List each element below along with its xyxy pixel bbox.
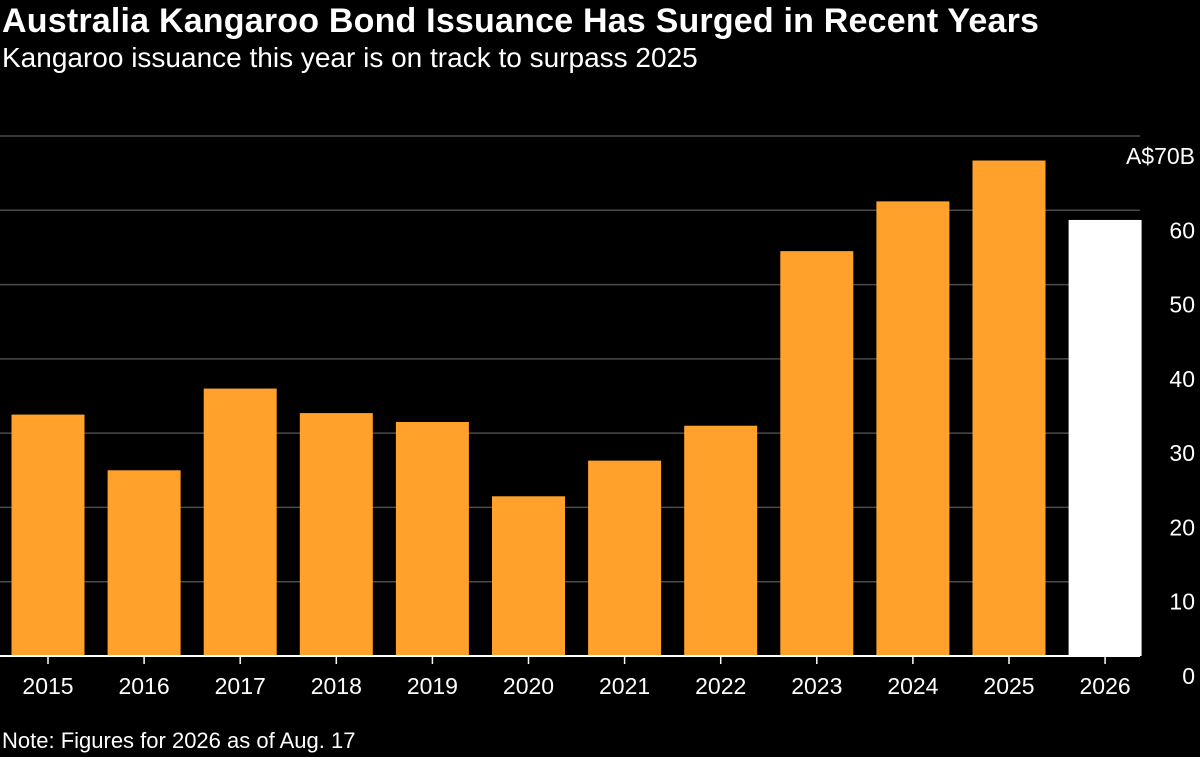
- axes: 0 10 20 30 40 50 60 A$70B 2015 2016 2017 2018 2019 20…: [0, 143, 1195, 699]
- y-tick-label: 0: [1182, 663, 1195, 689]
- y-tick-label: 30: [1169, 440, 1195, 466]
- y-tick-label: 10: [1169, 589, 1195, 615]
- bar-2025: [972, 160, 1046, 656]
- x-tick-label: 2015: [22, 673, 73, 699]
- bar-2023: [780, 251, 854, 656]
- x-tick-label: 2017: [215, 673, 266, 699]
- bars: [11, 160, 1142, 656]
- x-tick-label: 2019: [407, 673, 458, 699]
- bar-2017: [203, 388, 277, 656]
- x-tick-label: 2025: [983, 673, 1034, 699]
- x-tick-label: 2024: [887, 673, 938, 699]
- x-tick-label: 2018: [311, 673, 362, 699]
- y-tick-label: 60: [1169, 217, 1195, 243]
- y-tick-label: 50: [1169, 292, 1195, 318]
- bar-2016: [107, 470, 181, 656]
- bar-2019: [395, 422, 469, 656]
- y-tick-label: 20: [1169, 514, 1195, 540]
- x-tick-label: 2023: [791, 673, 842, 699]
- bar-2015: [11, 414, 85, 656]
- x-tick-label: 2020: [503, 673, 554, 699]
- x-tick-label: 2021: [599, 673, 650, 699]
- bar-2024: [876, 201, 950, 656]
- bar-2026: [1068, 219, 1142, 656]
- chart-subtitle: Kangaroo issuance this year is on track …: [2, 42, 698, 73]
- bar-2018: [299, 413, 373, 656]
- x-tick-label: 2016: [119, 673, 170, 699]
- bar-2022: [684, 425, 758, 656]
- y-tick-label: 40: [1169, 366, 1195, 392]
- chart-title: Australia Kangaroo Bond Issuance Has Sur…: [2, 2, 1040, 40]
- chart-note: Note: Figures for 2026 as of Aug. 17: [2, 728, 356, 753]
- gridlines: [0, 135, 1140, 583]
- bar-2021: [588, 460, 662, 656]
- y-tick-label: A$70B: [1126, 143, 1195, 169]
- bar-2020: [492, 496, 565, 656]
- x-tick-label: 2026: [1080, 673, 1131, 699]
- x-tick-label: 2022: [695, 673, 746, 699]
